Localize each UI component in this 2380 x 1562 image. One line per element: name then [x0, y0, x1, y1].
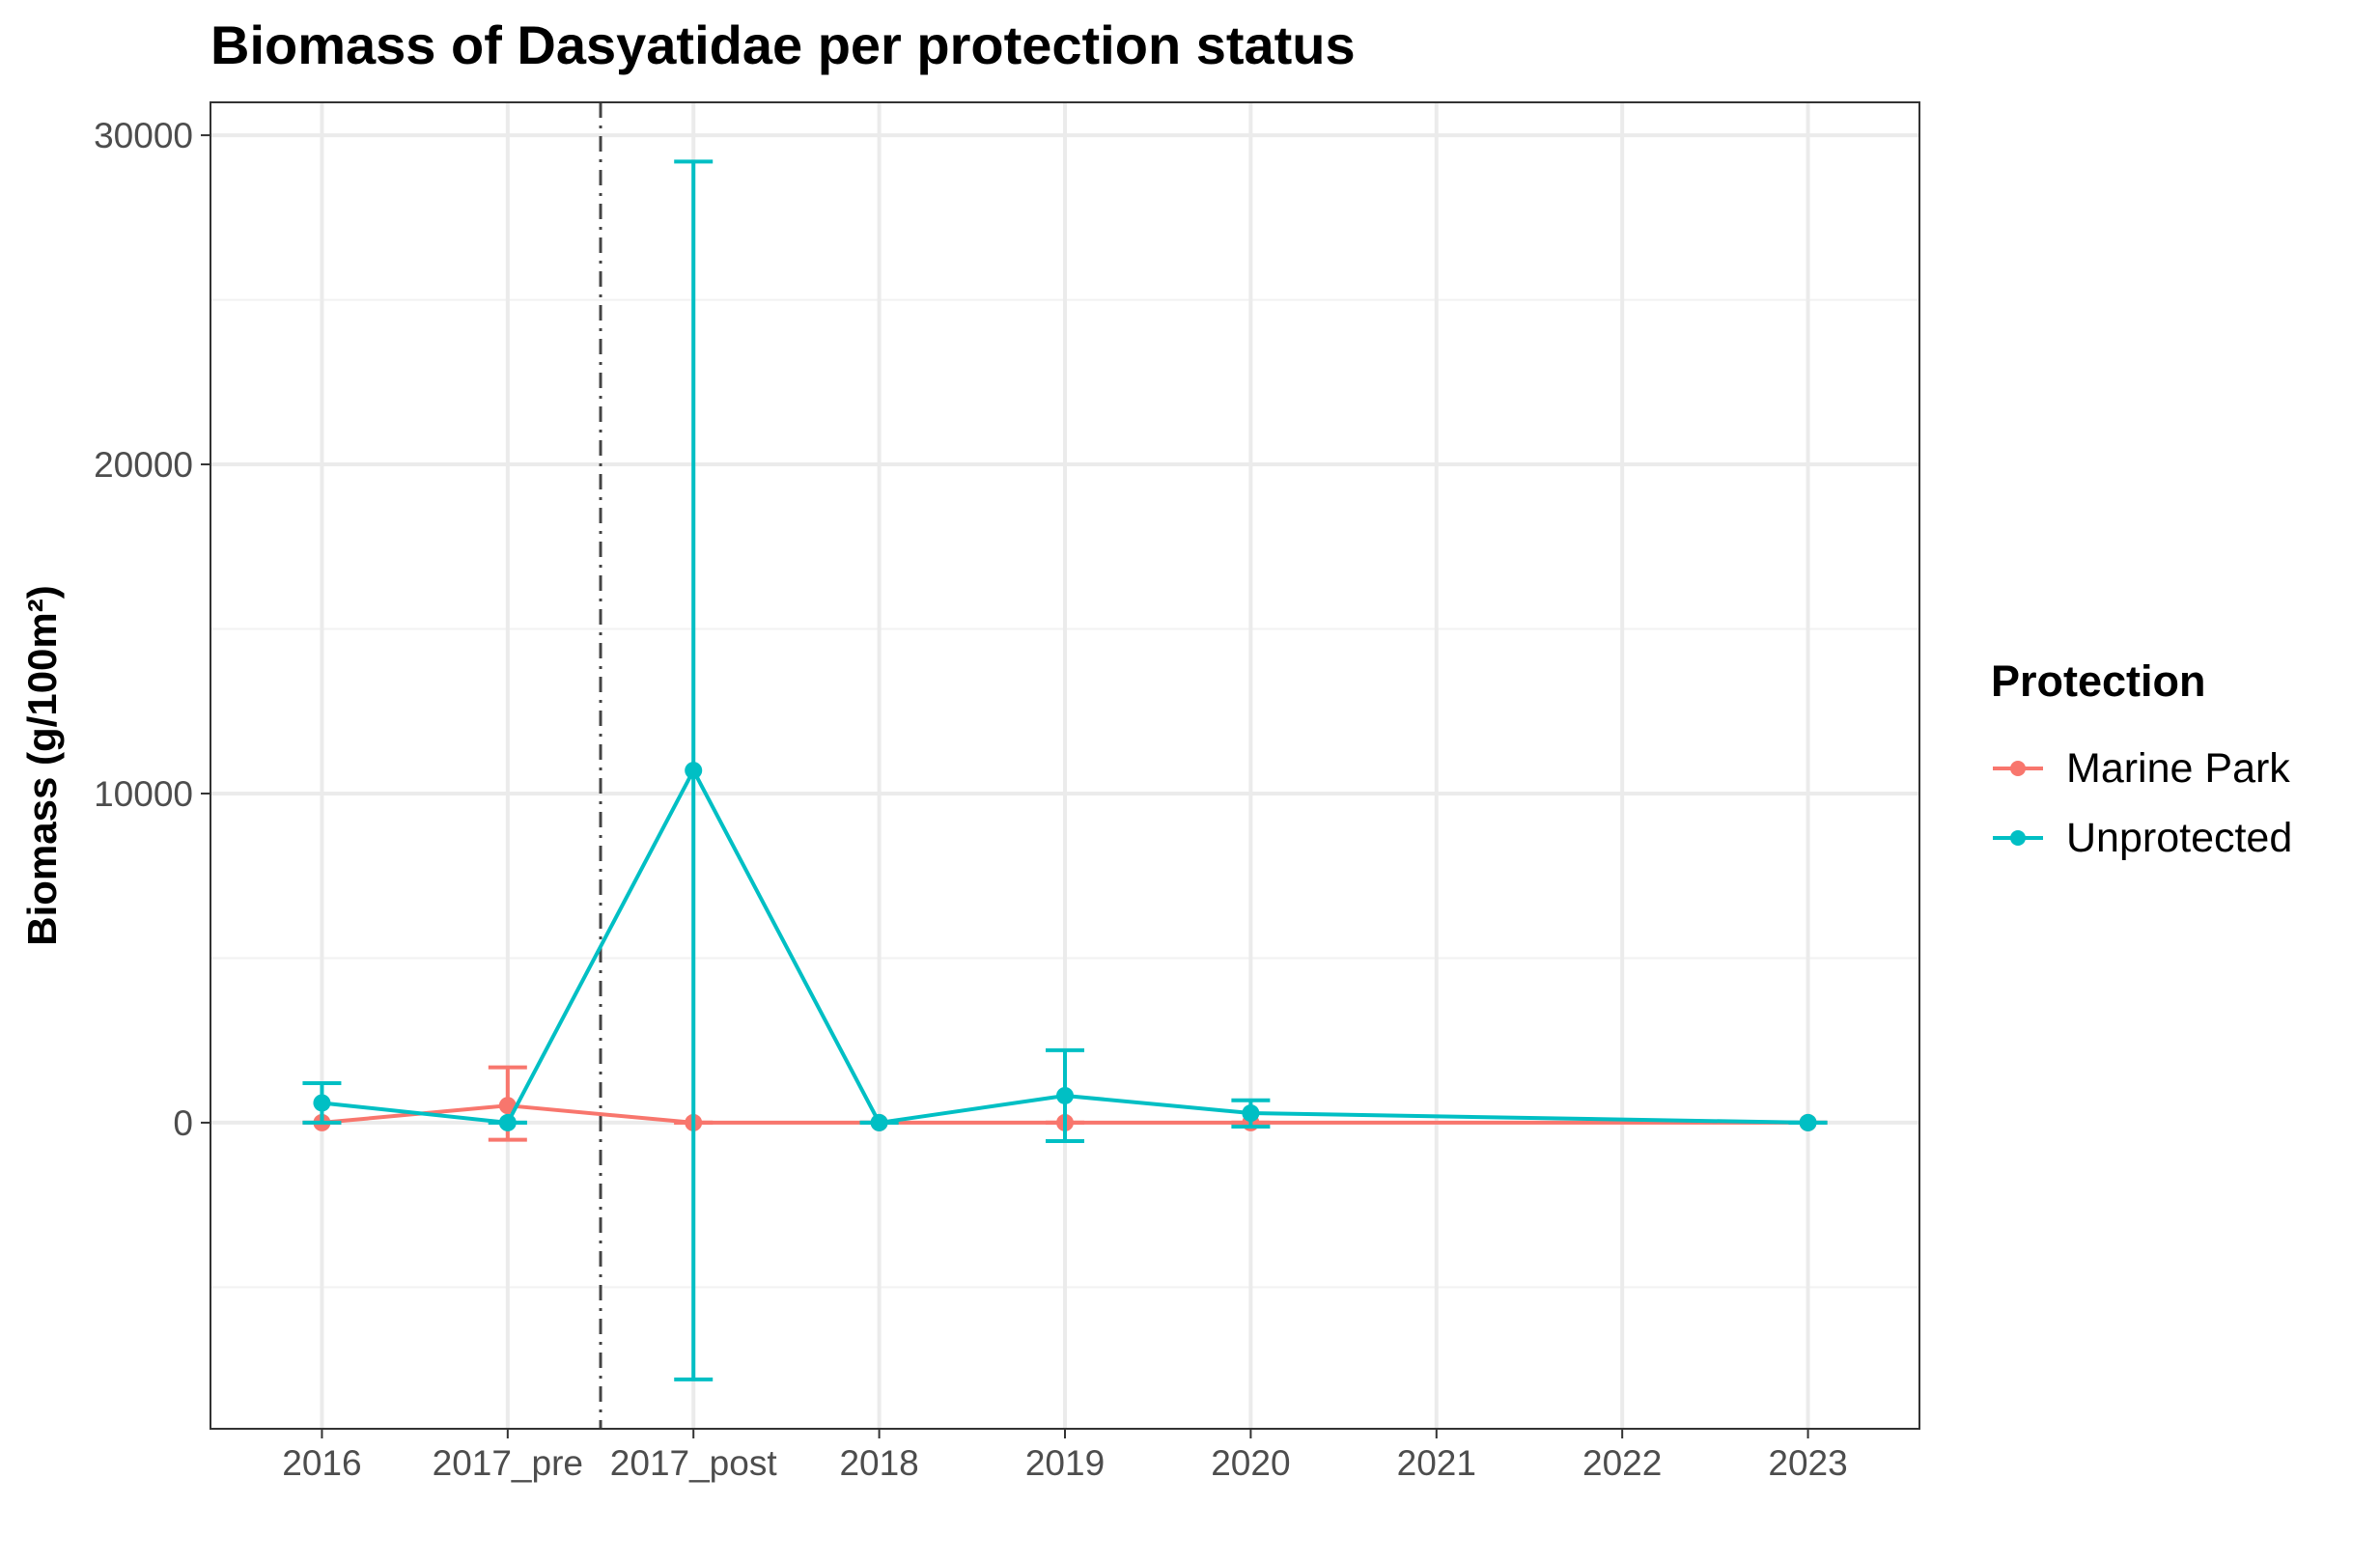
- data-point-marine-park: [498, 1097, 517, 1115]
- series-unprotected: [302, 159, 1828, 1381]
- y-tick-label: 20000: [94, 445, 193, 485]
- series-group: [302, 159, 1828, 1381]
- x-tick-label: 2022: [1582, 1443, 1662, 1483]
- data-point-unprotected: [870, 1113, 888, 1131]
- legend-key-marine-park: [1993, 761, 2043, 776]
- y-axis-title: Biomass (g/100m²): [19, 585, 65, 945]
- data-point-unprotected: [1799, 1113, 1817, 1131]
- x-tick-label: 2017_pre: [433, 1443, 583, 1483]
- y-tick-label: 10000: [94, 774, 193, 814]
- legend: Protection Marine Park Unprotected: [1991, 656, 2292, 873]
- x-tick-label: 2016: [282, 1443, 361, 1483]
- legend-label-unprotected: Unprotected: [2066, 814, 2293, 861]
- legend-title: Protection: [1991, 656, 2206, 706]
- x-tick-label: 2018: [839, 1443, 918, 1483]
- y-tick-label: 0: [173, 1103, 193, 1143]
- legend-item-marine-park: Marine Park: [1991, 734, 2292, 803]
- x-tick-label: 2020: [1211, 1443, 1290, 1483]
- x-tick-label: 2021: [1397, 1443, 1476, 1483]
- data-point-unprotected: [685, 762, 703, 780]
- x-tick-label: 2019: [1025, 1443, 1105, 1483]
- data-point-unprotected: [1242, 1104, 1260, 1123]
- x-tick-label: 2023: [1768, 1443, 1847, 1483]
- data-point-unprotected: [498, 1113, 517, 1131]
- legend-label-marine-park: Marine Park: [2066, 744, 2290, 792]
- chart-title: Biomass of Dasyatidae per protection sta…: [210, 14, 1356, 75]
- data-point-unprotected: [1056, 1086, 1074, 1104]
- data-point-unprotected: [313, 1094, 331, 1112]
- axes: 0 10000 20000 30000 2016 2017_pre 2017_post 201…: [94, 116, 1848, 1483]
- legend-item-unprotected: Unprotected: [1991, 803, 2292, 873]
- legend-key-unprotected: [1993, 830, 2043, 846]
- x-tick-label: 2017_post: [610, 1443, 778, 1483]
- y-tick-label: 30000: [94, 116, 193, 155]
